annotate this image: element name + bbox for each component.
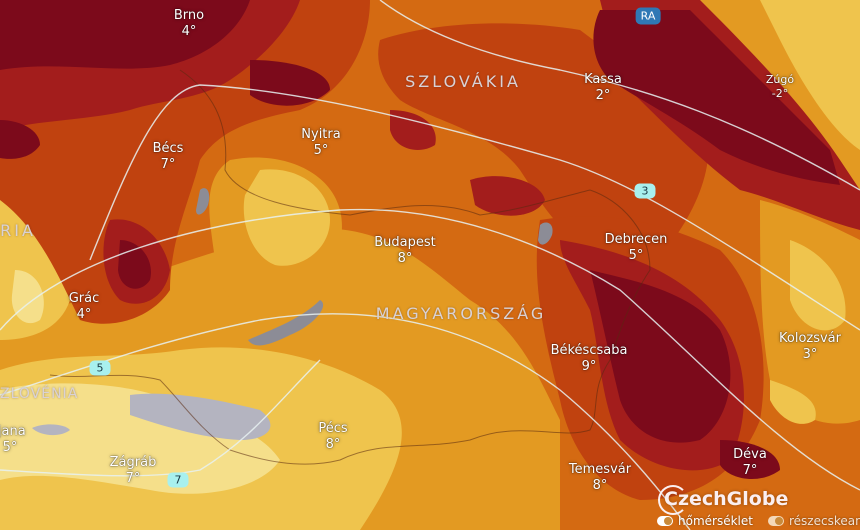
city-marker-budapest[interactable]: Budapest 8°: [374, 235, 436, 267]
city-marker-ljubljana[interactable]: ljana5°: [0, 424, 26, 456]
city-marker-nyitra[interactable]: Nyitra 5°: [301, 127, 340, 159]
city-marker-kolozsvar[interactable]: Kolozsvár 3°: [779, 331, 841, 363]
city-marker-kassa[interactable]: Kassa 2°: [584, 72, 622, 104]
city-temperature: 5°: [628, 248, 644, 263]
city-marker-temesvar[interactable]: Temesvár 8°: [569, 462, 631, 494]
city-name: Temesvár: [568, 462, 632, 477]
city-temperature: 2°: [595, 88, 611, 103]
city-marker-brno[interactable]: Brno 4°: [174, 8, 204, 40]
city-name: Zúgó: [765, 73, 795, 86]
city-name: Budapest: [374, 235, 436, 250]
country-label-hungary: MAGYARORSZÁG: [375, 304, 547, 323]
city-marker-debrecen[interactable]: Debrecen 5°: [605, 232, 668, 264]
city-temperature: 8°: [397, 251, 413, 266]
isotherm-label-3: 5: [89, 360, 111, 376]
city-temperature: -2°: [771, 87, 789, 100]
city-temperature: 4°: [76, 307, 92, 322]
city-name: Pécs: [318, 421, 348, 436]
isotherm-label-5: 3: [634, 183, 656, 199]
road-badge: RA: [635, 7, 661, 25]
city-marker-zugo[interactable]: Zúgó -2°: [766, 73, 794, 101]
city-marker-pecs[interactable]: Pécs 8°: [318, 421, 347, 453]
city-name: Nyitra: [301, 127, 341, 142]
city-temperature: 7°: [125, 471, 141, 486]
city-name: ljana: [0, 424, 26, 439]
city-marker-zagrab[interactable]: Zágráb 7°: [110, 455, 157, 487]
city-temperature: 8°: [592, 478, 608, 493]
city-name: Debrecen: [604, 232, 668, 247]
city-temperature: 5°: [313, 143, 329, 158]
czechglobe-logo-arc: [658, 485, 688, 515]
city-name: Déva: [733, 447, 767, 462]
city-temperature: 7°: [160, 157, 176, 172]
city-temperature: 5°: [2, 440, 18, 455]
city-marker-deva[interactable]: Déva 7°: [733, 447, 767, 479]
city-name: Bécs: [152, 141, 184, 156]
city-marker-becs[interactable]: Bécs 7°: [153, 141, 184, 173]
layer-toggle-particle-animation[interactable]: részecskeanimáció: [768, 514, 860, 528]
city-temperature: 9°: [581, 359, 597, 374]
city-name: Brno: [173, 8, 205, 23]
city-temperature: 8°: [325, 437, 341, 452]
toggle-switch[interactable]: [657, 516, 673, 526]
city-name: Kolozsvár: [779, 331, 841, 346]
country-label-slovenia: ZLOVÉNIA: [0, 386, 79, 402]
country-label-austria: RIA: [0, 221, 36, 240]
toggle-label: hőmérséklet: [678, 514, 753, 528]
toggle-switch[interactable]: [768, 516, 784, 526]
city-temperature: 7°: [742, 463, 758, 478]
czechglobe-logo: CzechGlobe: [664, 488, 789, 510]
city-name: Kassa: [584, 72, 622, 87]
layer-toggle-temperature[interactable]: hőmérséklet: [657, 514, 753, 528]
isotherm-label-7: 7: [167, 472, 189, 488]
city-name: Grác: [68, 291, 100, 306]
toggle-label: részecskeanimáció: [789, 514, 860, 528]
city-marker-grac[interactable]: Grác 4°: [69, 291, 100, 323]
city-name: Zágráb: [109, 455, 157, 470]
country-label-slovakia: SZLOVÁKIA: [405, 72, 521, 91]
city-temperature: 4°: [181, 24, 197, 39]
city-temperature: 3°: [802, 347, 818, 362]
lake-balaton: [248, 300, 324, 346]
city-name: Békéscsaba: [550, 343, 628, 358]
city-marker-bekescsaba[interactable]: Békéscsaba 9°: [551, 343, 628, 375]
